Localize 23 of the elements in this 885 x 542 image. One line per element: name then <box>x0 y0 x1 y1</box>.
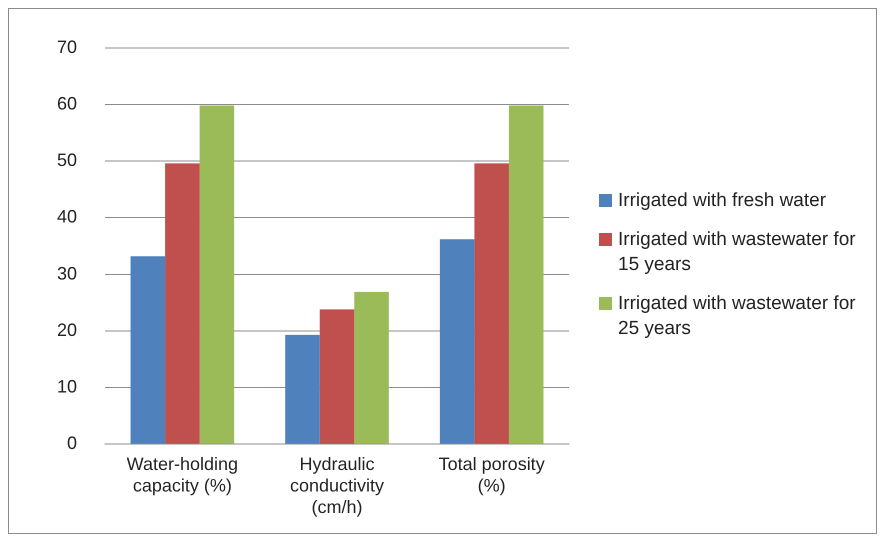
x-tick-label: Total porosity (%) <box>438 454 545 496</box>
y-tick-label: 30 <box>56 263 78 284</box>
y-tick-label: 50 <box>56 150 78 170</box>
bar <box>320 309 354 444</box>
x-tick-label: Water-holding capacity (%) <box>126 454 238 496</box>
bar <box>165 163 200 444</box>
legend-label: Irrigated with fresh water <box>618 188 828 212</box>
bar <box>200 106 234 444</box>
bar <box>354 292 389 444</box>
legend-label: Irrigated with wastewater for 25 years <box>618 292 857 340</box>
y-tick-label: 60 <box>56 93 78 114</box>
bar <box>130 256 166 444</box>
y-tick-label: 40 <box>56 206 78 227</box>
y-tick-label: 10 <box>56 376 78 397</box>
y-tick-label: 20 <box>56 320 78 340</box>
y-tick-label: 0 <box>67 433 78 454</box>
bar <box>285 334 320 444</box>
legend-label: Irrigated with wastewater for 15 years <box>618 228 857 276</box>
bar <box>440 239 474 444</box>
bar <box>474 163 509 444</box>
x-tick-label: Hydraulic conductivity (cm/h) <box>290 454 384 518</box>
bar <box>508 106 544 444</box>
y-tick-label: 70 <box>56 36 78 57</box>
